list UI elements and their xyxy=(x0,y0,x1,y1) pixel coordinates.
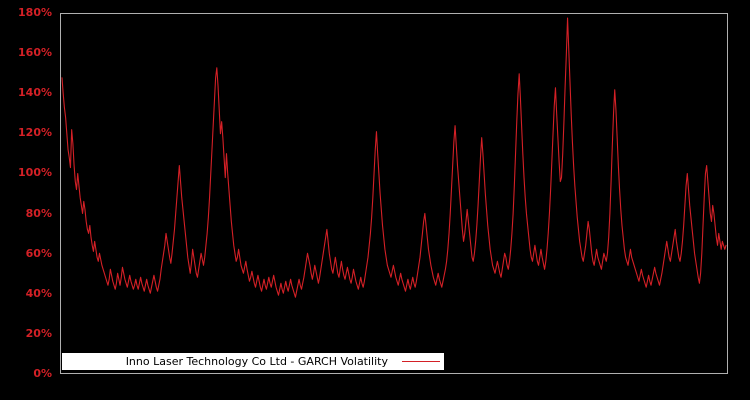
y-axis-tick-label: 40% xyxy=(25,286,52,300)
plot-area xyxy=(60,13,728,374)
y-axis-tick-label: 20% xyxy=(25,326,52,340)
volatility-line xyxy=(61,17,727,298)
legend[interactable]: Inno Laser Technology Co Ltd - GARCH Vol… xyxy=(62,353,444,370)
y-axis-tick-label: 80% xyxy=(25,206,52,220)
y-axis-tick-label: 140% xyxy=(18,86,52,100)
y-axis-tick-label: 120% xyxy=(18,126,52,140)
y-axis: 0% 20% 40% 60% 80% 100% 120% 140% 160% 180% xyxy=(0,0,56,400)
y-axis-tick-label: 0% xyxy=(33,367,52,380)
legend-line-sample-icon xyxy=(402,356,440,367)
y-axis-tick-label: 180% xyxy=(18,6,52,19)
y-axis-tick-label: 160% xyxy=(18,46,52,60)
legend-series-label: Inno Laser Technology Co Ltd - GARCH Vol… xyxy=(125,355,388,368)
y-axis-tick-label: 100% xyxy=(18,166,52,180)
volatility-series xyxy=(61,17,727,298)
y-axis-tick-label: 60% xyxy=(25,246,52,260)
